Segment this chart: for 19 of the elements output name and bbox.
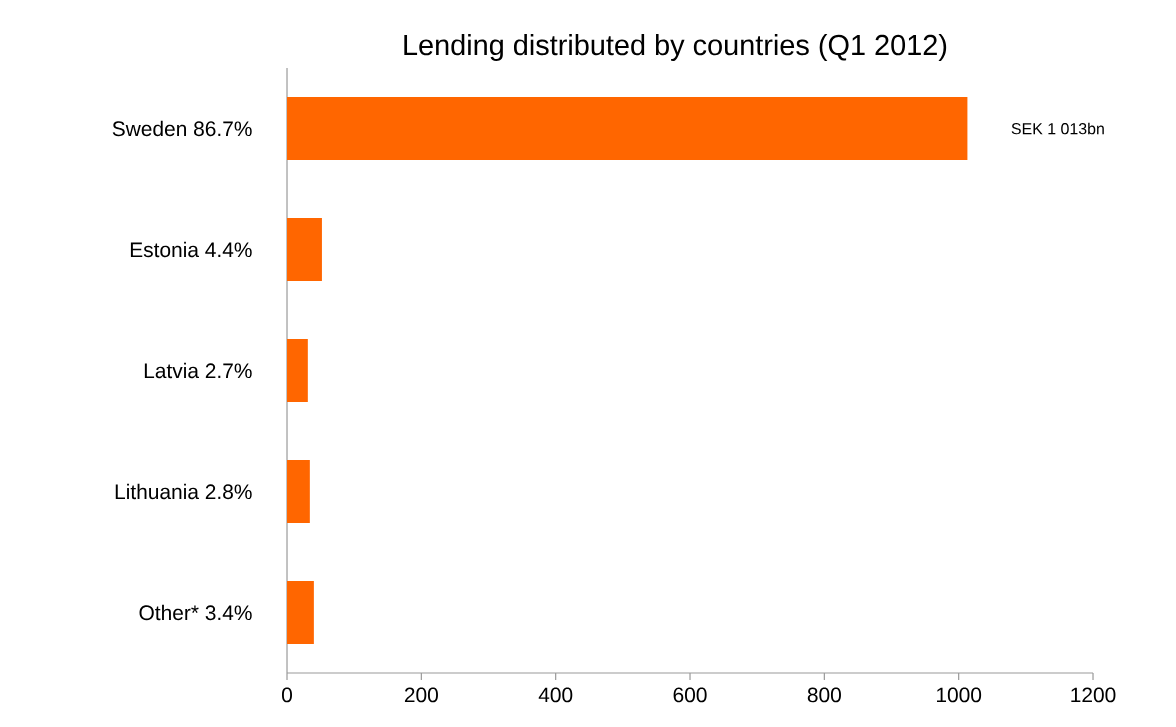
y-tick-label: Latvia 2.7%	[144, 362, 252, 379]
x-tick-label: 1000	[937, 687, 982, 703]
y-tick-label: Other* 3.4%	[139, 604, 252, 621]
x-tick-label: 400	[538, 687, 573, 703]
chart-title: Lending distributed by countries (Q1 2012)	[404, 34, 947, 61]
y-tick-label: Estonia 4.4%	[130, 241, 252, 258]
annotation: SEK 1 013bn	[1011, 122, 1104, 135]
y-tick-label: Sweden 86.7%	[112, 120, 252, 137]
y-tick-label: Lithuania 2.8%	[115, 483, 252, 500]
bar	[287, 460, 310, 523]
x-tick-label: 800	[807, 687, 841, 703]
x-tick-label: 200	[404, 687, 438, 703]
bar	[287, 581, 314, 644]
bar	[287, 339, 308, 402]
x-tick-label: 1200	[1071, 687, 1116, 703]
x-tick-label: 0	[282, 687, 292, 703]
bar	[287, 97, 968, 160]
bar	[287, 218, 322, 281]
x-tick-label: 600	[673, 687, 707, 703]
